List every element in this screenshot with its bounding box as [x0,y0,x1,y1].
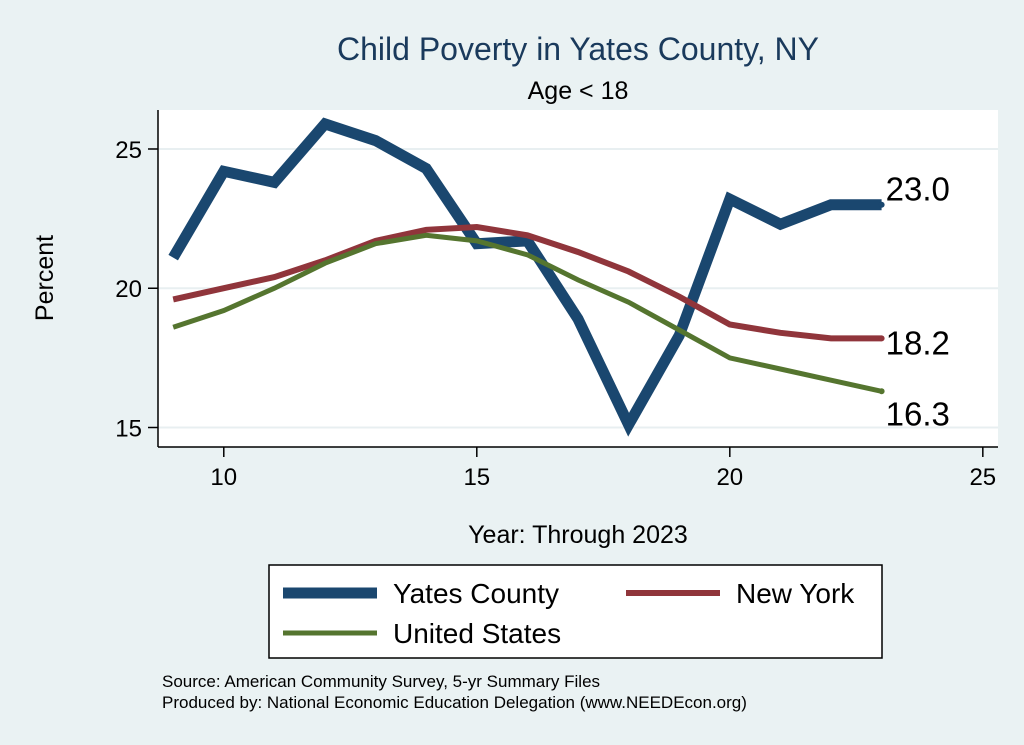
x-axis-title: Year: Through 2023 [468,521,688,549]
producer-note: Produced by: National Economic Education… [162,693,747,712]
x-tick-label-25: 25 [969,464,996,491]
end-labels: 23.0 18.2 16.3 [886,171,950,433]
end-point-new-york [878,335,885,342]
x-tick-label-20: 20 [716,464,743,491]
legend-label-united-states: United States [393,618,561,649]
series-line-united-states [172,232,883,394]
x-tick-label-10: 10 [210,464,237,491]
source-note: Source: American Community Survey, 5-yr … [162,672,600,691]
chart-title: Child Poverty in Yates County, NY [337,31,819,67]
end-point-yates-county [878,201,885,208]
end-label-yates-county: 23.0 [886,171,950,208]
legend-label-new-york: New York [736,578,855,609]
y-tick-label-15: 15 [115,416,142,443]
end-label-united-states: 16.3 [886,395,950,432]
end-label-new-york: 18.2 [886,324,950,361]
legend-label-yates-county: Yates County [393,578,559,609]
y-tick-label-20: 20 [115,276,142,303]
y-axis-title: Percent [31,235,59,321]
legend-box [268,564,883,659]
x-tick-label-15: 15 [463,464,490,491]
y-tick-label-25: 25 [115,137,142,164]
axes: 15 20 25 10 15 20 25 [115,110,998,491]
series-lines [168,117,885,437]
series-line-new-york [172,223,882,342]
chart-subtitle: Age < 18 [528,77,629,105]
legend: Yates County New York United States [268,564,883,659]
series-line-yates-county [168,117,882,437]
end-point-united-states [878,388,885,395]
